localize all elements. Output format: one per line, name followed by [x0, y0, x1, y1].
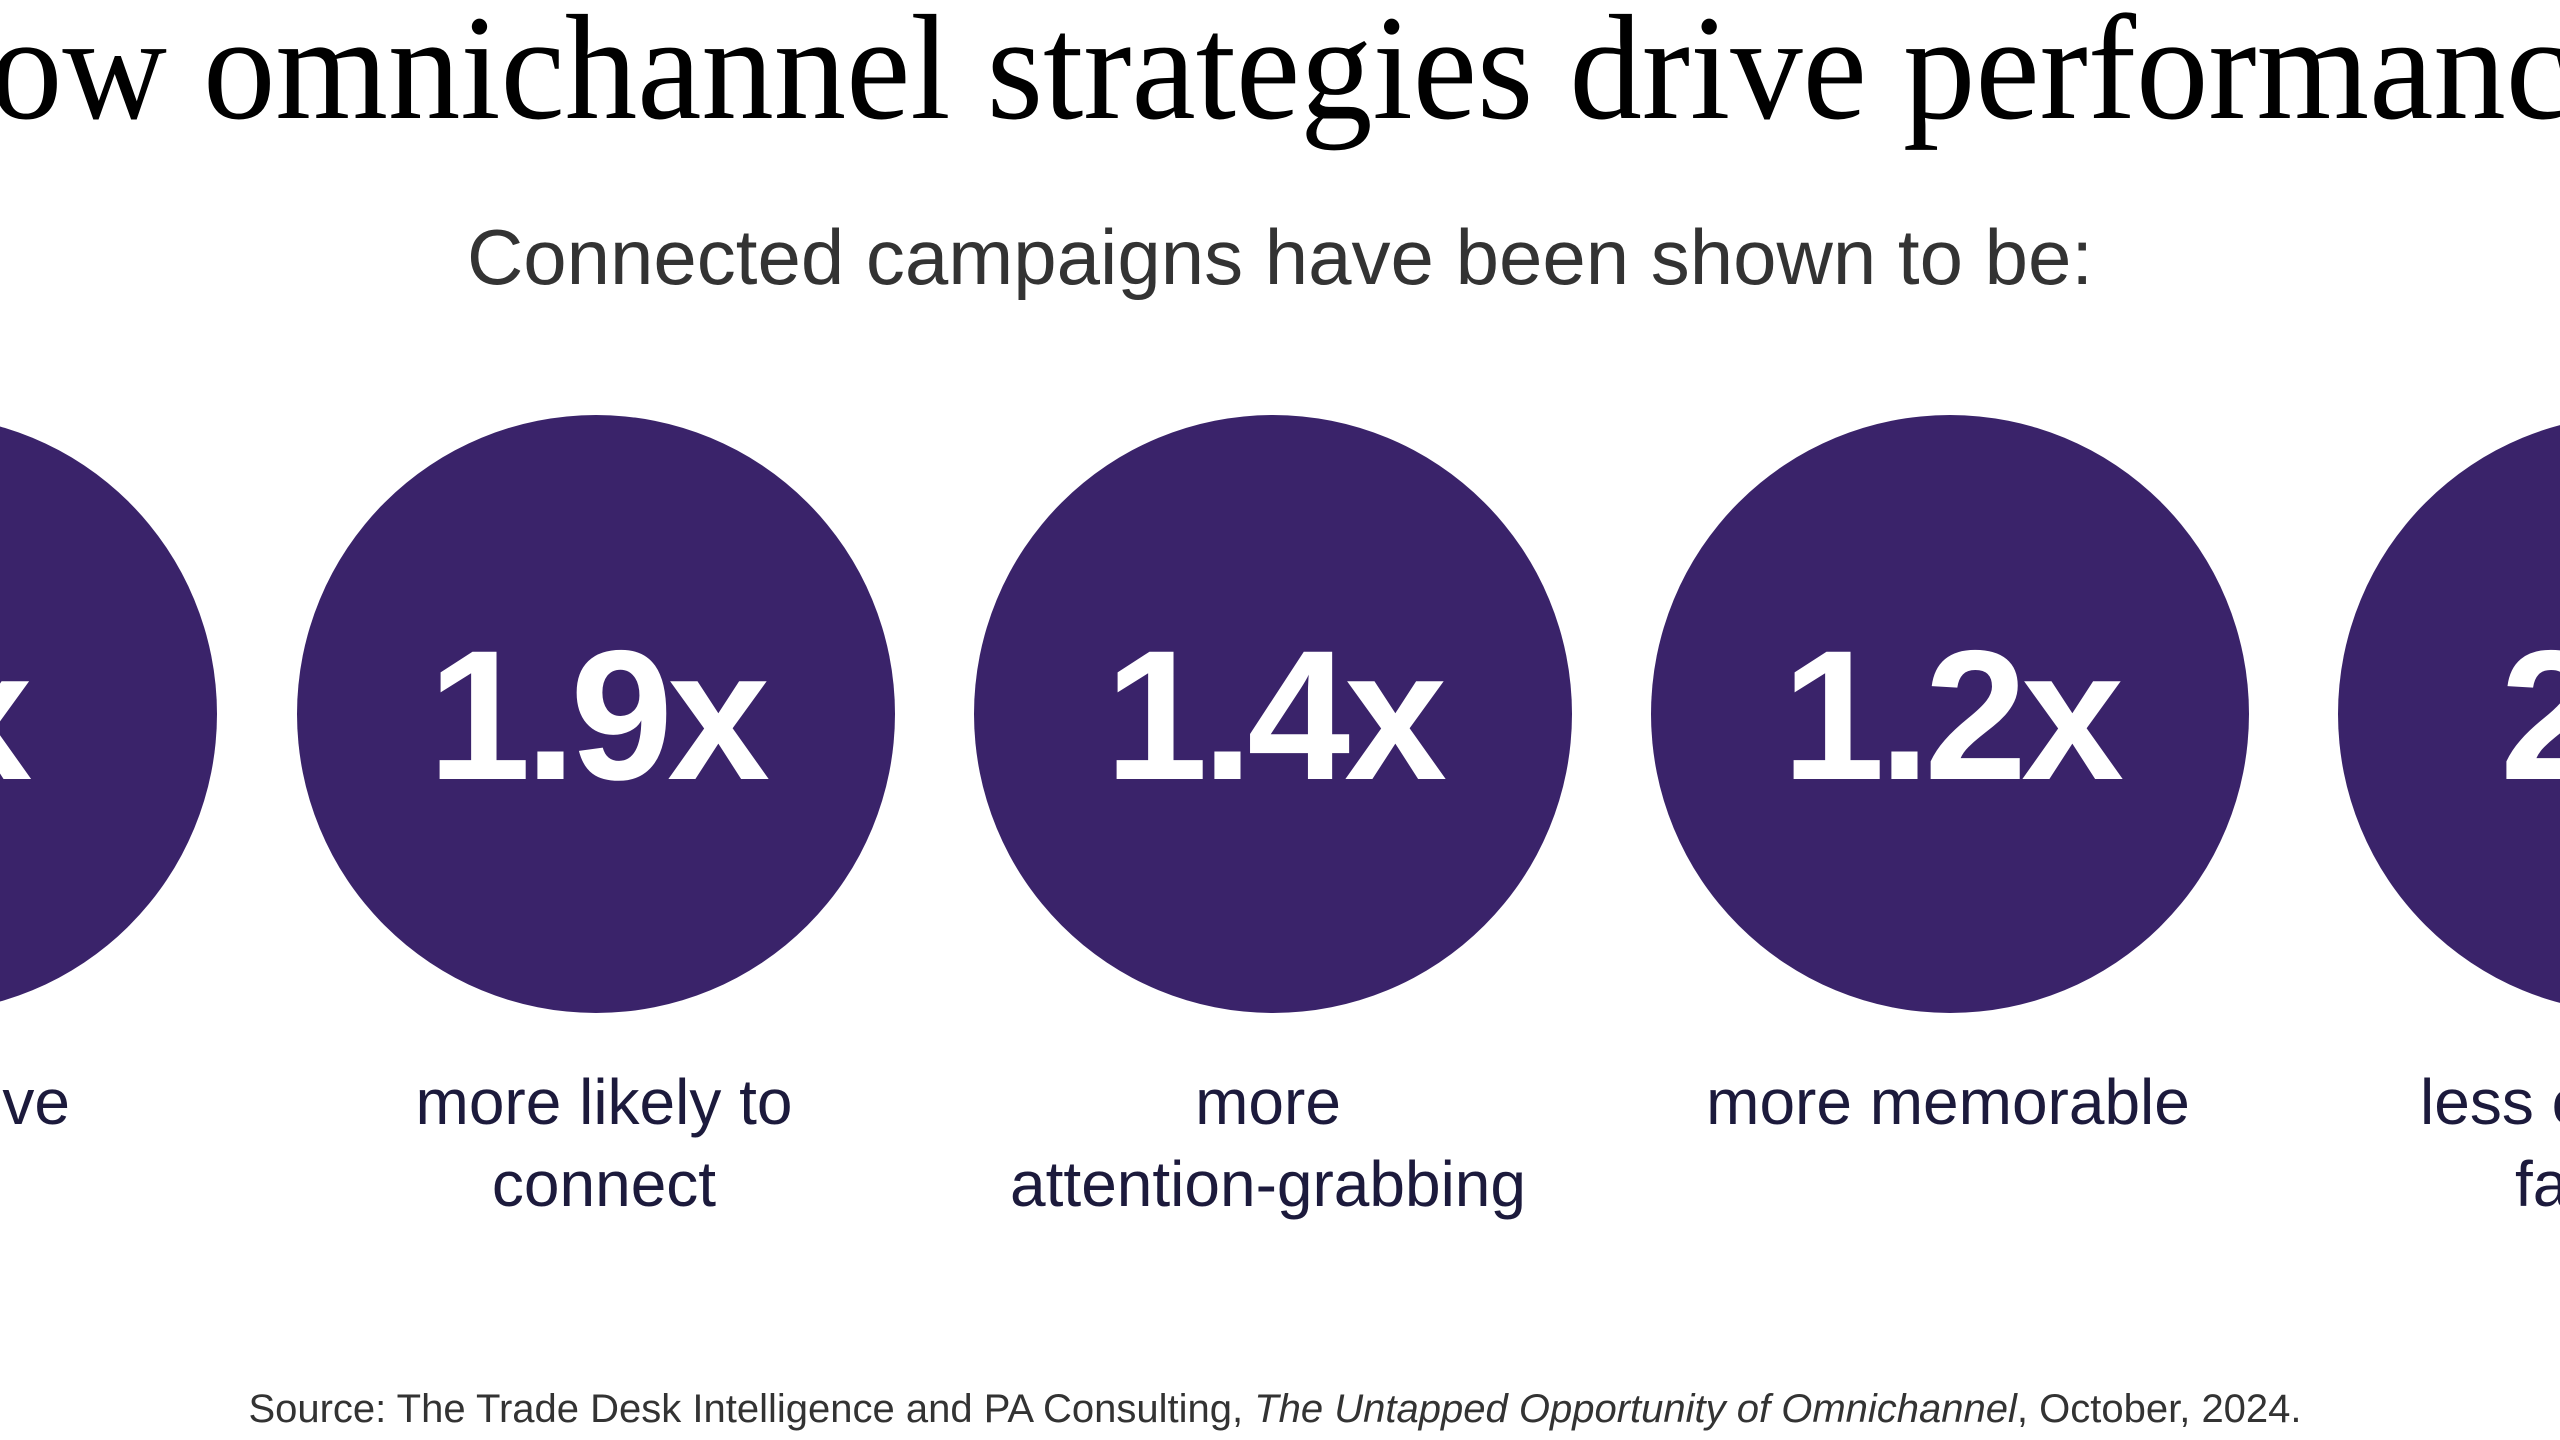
subtitle: Connected campaigns have been shown to b… [467, 213, 2093, 301]
stat-label: connect [492, 1148, 716, 1220]
stat-circle [297, 415, 895, 1013]
stat-label: less c [2420, 1066, 2560, 1138]
stat-label: ersive [0, 1066, 70, 1138]
stat-label: more memorable [1706, 1066, 2190, 1138]
stat-value: 1.9x [428, 613, 769, 819]
stat-label: more likely to [416, 1066, 793, 1138]
stat-circle [974, 415, 1572, 1013]
source-suffix: , October, 2024. [2017, 1387, 2302, 1431]
stat-circle [0, 426, 217, 1002]
stat-circle [1651, 415, 2249, 1013]
source-title: The Untapped Opportunity of Omnichannel [1254, 1387, 2018, 1431]
stat-value: 1.4x [1105, 613, 1446, 819]
stat-circle [2338, 425, 2560, 1003]
stat-label: attention-grabbing [1010, 1148, 1526, 1220]
stat-value: 1.2x [1782, 613, 2123, 819]
source-prefix: Source: The Trade Desk Intelligence and … [248, 1387, 1254, 1431]
title: ow omnichannel strategies drive performa… [0, 0, 2560, 151]
source: Source: The Trade Desk Intelligence and … [248, 1387, 2301, 1431]
stat-value: 2 [2500, 613, 2560, 819]
stat-label: fa [2515, 1148, 2560, 1220]
stat-label: more [1195, 1066, 1341, 1138]
